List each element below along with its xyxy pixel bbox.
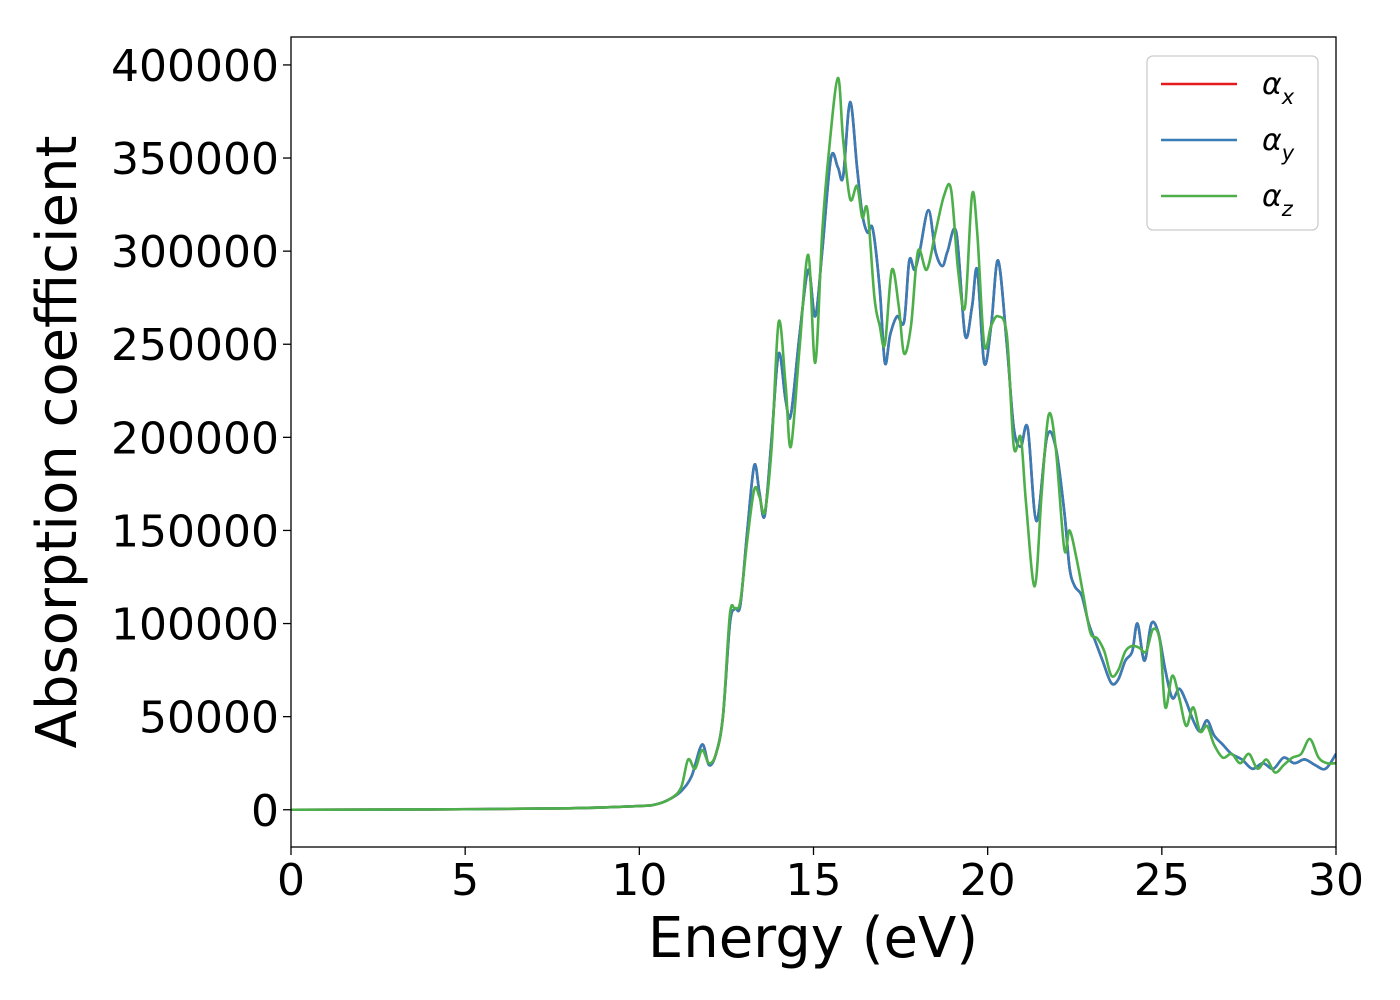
x-tick-label: 15 — [786, 855, 842, 906]
series-line-z — [291, 76, 1336, 812]
y-tick-label: 50000 — [139, 693, 279, 744]
y-tick-label: 200000 — [111, 413, 279, 464]
y-tick-label: 150000 — [111, 506, 279, 557]
y-tick-label: 100000 — [111, 600, 279, 651]
x-tick-label: 5 — [451, 855, 479, 906]
x-tick-label: 10 — [611, 855, 667, 906]
x-tick-label: 20 — [960, 855, 1016, 906]
series-layer — [291, 76, 1336, 812]
y-tick-label: 0 — [251, 786, 279, 837]
x-axis: 0 5 10 15 20 25 30 — [277, 847, 1364, 906]
legend-label-x: αx — [1262, 67, 1295, 109]
y-tick-label: 400000 — [111, 41, 279, 92]
legend-label-z: αz — [1262, 179, 1294, 221]
legend-box — [1146, 55, 1319, 231]
x-axis-title: Energy (eV) — [648, 906, 978, 971]
x-tick-label: 30 — [1308, 855, 1364, 906]
y-tick-label: 300000 — [111, 227, 279, 278]
y-axis: 0 50000 100000 150000 200000 250000 300000 3500… — [111, 41, 291, 837]
y-tick-label: 250000 — [111, 320, 279, 371]
y-axis-title: Absorption coefficient — [25, 136, 90, 749]
y-tick-label: 350000 — [111, 134, 279, 185]
legend: αx αy αz — [1146, 55, 1319, 231]
x-tick-label: 25 — [1134, 855, 1190, 906]
x-tick-label: 0 — [277, 855, 305, 906]
legend-label-y: αy — [1262, 123, 1295, 165]
series-line-y — [291, 100, 1336, 812]
